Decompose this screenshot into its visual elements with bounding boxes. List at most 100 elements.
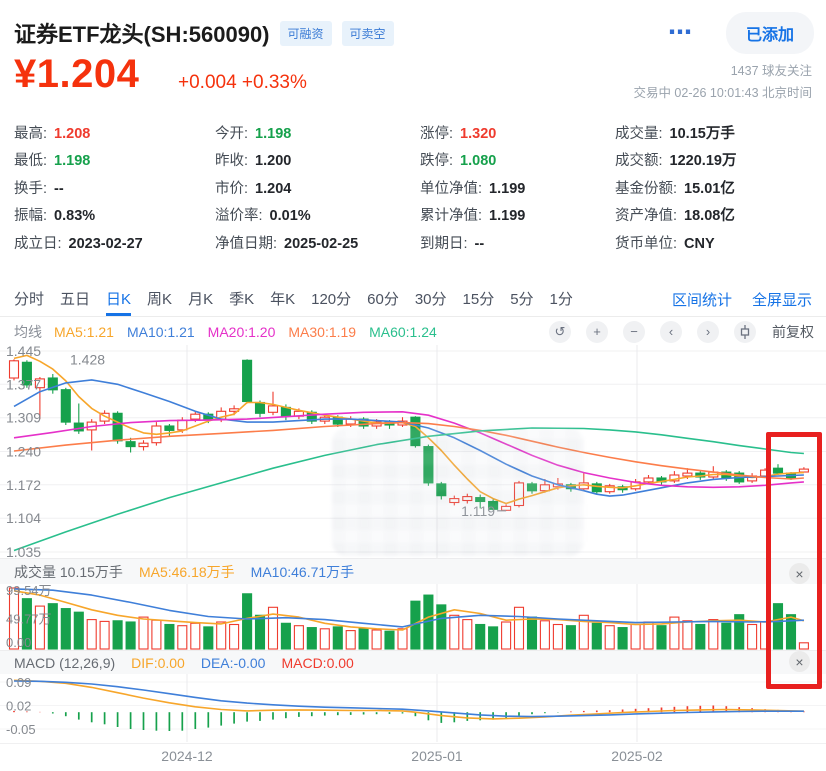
- stat-row: 涨停: 1.320: [420, 121, 525, 148]
- reset-icon[interactable]: ↺: [549, 320, 571, 343]
- stat-label: 成交额:: [615, 153, 663, 170]
- stat-value: --: [54, 180, 64, 197]
- tab-5分[interactable]: 5分: [510, 290, 534, 308]
- zoom-in-icon[interactable]: +: [586, 320, 608, 343]
- stats-column-3: 涨停: 1.320 跌停: 1.080 单位净值: 1.199 累计净值: 1.199 到期日:…: [420, 121, 525, 258]
- stat-value: 1.199: [489, 180, 526, 197]
- more-menu-icon[interactable]: ⋯: [667, 19, 692, 46]
- stat-value: 1.199: [489, 208, 526, 225]
- stat-row: 跌停: 1.080: [420, 148, 525, 175]
- candle-style-icon[interactable]: [734, 320, 756, 343]
- tab-30分[interactable]: 30分: [414, 290, 447, 308]
- chart-toolbar: ↺ + − ‹ ›: [534, 320, 756, 343]
- followers-count: 1437 球友关注: [730, 64, 812, 78]
- stat-value: 2025-02-25: [284, 235, 359, 252]
- tab-季K[interactable]: 季K: [229, 290, 255, 308]
- tab-月K[interactable]: 月K: [188, 290, 214, 308]
- pan-left-icon[interactable]: ‹: [660, 320, 682, 343]
- ma10-value: MA10:1.21: [126, 323, 195, 340]
- stat-row: 资产净值: 18.08亿: [615, 203, 736, 230]
- time-axis: 2024-12 2025-01 2025-02: [0, 743, 826, 768]
- stats-column-4: 成交量: 10.15万手 成交额: 1220.19万 基金份额: 15.01亿 资产净值: 1…: [615, 121, 736, 258]
- zoom-out-icon[interactable]: −: [623, 320, 645, 343]
- tab-周K[interactable]: 周K: [147, 290, 173, 308]
- macd-dif-label: DIF:0.00: [131, 654, 185, 671]
- stat-label: 累计净值:: [420, 208, 483, 225]
- stat-value: 2023-02-27: [68, 235, 143, 252]
- added-to-watchlist-button[interactable]: 已添加: [725, 12, 814, 54]
- tab-日K[interactable]: 日K: [106, 283, 132, 316]
- tab-15分[interactable]: 15分: [462, 290, 495, 308]
- volume-chart[interactable]: 99.54万 49.77万 0.00: [0, 584, 826, 650]
- stat-label: 货币单位:: [615, 235, 678, 252]
- tab-60分[interactable]: 60分: [367, 290, 399, 308]
- close-volume-pane-button[interactable]: ×: [789, 563, 810, 584]
- stat-value: 0.01%: [269, 208, 311, 225]
- stat-row: 成交量: 10.15万手: [615, 121, 736, 148]
- stat-row: 货币单位: CNY: [615, 231, 736, 258]
- stat-value: 1.198: [255, 126, 292, 142]
- svg-text:1.119: 1.119: [461, 503, 495, 519]
- tab-1分[interactable]: 1分: [549, 290, 573, 308]
- svg-text:1.309: 1.309: [6, 410, 41, 426]
- axis-label-dec: 2024-12: [161, 748, 213, 764]
- margin-eligible-badge: 可融资: [279, 20, 332, 46]
- macd-pane-header: MACD (12,26,9) DIF:0.00 DEA:-0.00 MACD:0…: [0, 650, 826, 674]
- stat-row: 到期日: --: [420, 231, 525, 258]
- macd-value-label: MACD:0.00: [281, 654, 354, 671]
- stat-label: 跌停:: [420, 153, 454, 170]
- stat-value: 1.320: [460, 126, 497, 142]
- ma30-value: MA30:1.19: [288, 323, 357, 340]
- ma-line-MA30: [13, 421, 804, 480]
- stat-value: 0.83%: [54, 208, 96, 225]
- stat-label: 最高:: [14, 126, 48, 142]
- stat-label: 振幅:: [14, 208, 48, 225]
- session-status: 交易中 02-26 10:01:43 北京时间: [633, 86, 812, 100]
- stat-row: 振幅: 0.83%: [14, 203, 143, 230]
- price-change: +0.004 +0.33%: [178, 72, 307, 93]
- ma5-value: MA5:1.21: [54, 323, 114, 340]
- volume-ma5-label: MA5:46.18万手: [138, 563, 235, 580]
- svg-text:0.09: 0.09: [6, 675, 31, 690]
- close-macd-pane-button[interactable]: ×: [789, 651, 810, 672]
- header-meta: 1437 球友关注 交易中 02-26 10:01:43 北京时间: [633, 60, 812, 104]
- price-adjust-mode[interactable]: 前复权: [772, 323, 814, 340]
- macd-chart[interactable]: 0.09 0.02 -0.05: [0, 674, 826, 742]
- stat-label: 基金份额:: [615, 180, 678, 197]
- stat-value: --: [474, 235, 485, 252]
- page-title: 证券ETF龙头(SH:560090): [14, 22, 270, 47]
- svg-text:0.02: 0.02: [6, 699, 31, 714]
- stat-row: 净值日期: 2025-02-25: [215, 231, 358, 258]
- volume-ma10-label: MA10:46.71万手: [250, 563, 355, 580]
- svg-text:1.240: 1.240: [6, 444, 41, 460]
- macd-dea-label: DEA:-0.00: [200, 654, 266, 671]
- tab-分时[interactable]: 分时: [14, 290, 45, 308]
- stat-value: 10.15万手: [669, 126, 735, 142]
- link-区间统计[interactable]: 区间统计: [671, 292, 732, 309]
- stat-value: 18.08亿: [684, 208, 735, 225]
- tab-bar-links: 区间统计 全屏显示: [672, 283, 812, 316]
- ma-prefix-label: 均线: [14, 323, 42, 340]
- tab-五日[interactable]: 五日: [60, 290, 91, 308]
- stat-value: 1.080: [460, 153, 497, 170]
- tab-120分[interactable]: 120分: [311, 290, 352, 308]
- svg-text:1.377: 1.377: [6, 376, 41, 392]
- stat-row: 最高: 1.208: [14, 121, 143, 148]
- pan-right-icon[interactable]: ›: [697, 320, 719, 343]
- blurred-watermark: [332, 428, 584, 556]
- tab-年K[interactable]: 年K: [270, 290, 296, 308]
- stat-row: 基金份额: 15.01亿: [615, 176, 736, 203]
- stat-row: 市价: 1.204: [215, 176, 358, 203]
- stat-label: 资产净值:: [615, 208, 678, 225]
- ma20-value: MA20:1.20: [207, 323, 276, 340]
- stats-column-2: 今开: 1.198 昨收: 1.200 市价: 1.204 溢价率: 0.01% 净值日期: 20…: [215, 121, 358, 258]
- ma-line-MA20: [13, 411, 804, 489]
- link-全屏显示[interactable]: 全屏显示: [751, 292, 812, 309]
- svg-text:1.445: 1.445: [6, 345, 41, 359]
- stats-grid: 最高: 1.208 最低: 1.198 换手: -- 振幅: 0.83% 成立日: 2023-02…: [0, 121, 826, 261]
- stat-row: 累计净值: 1.199: [420, 203, 525, 230]
- price-candlestick-chart[interactable]: 1.445 1.377 1.309 1.240 1.172 1.104 1.035 1.428…: [0, 345, 826, 558]
- svg-text:1.104: 1.104: [6, 510, 41, 526]
- svg-text:-0.05: -0.05: [6, 722, 36, 737]
- stat-value: 1.204: [255, 180, 292, 197]
